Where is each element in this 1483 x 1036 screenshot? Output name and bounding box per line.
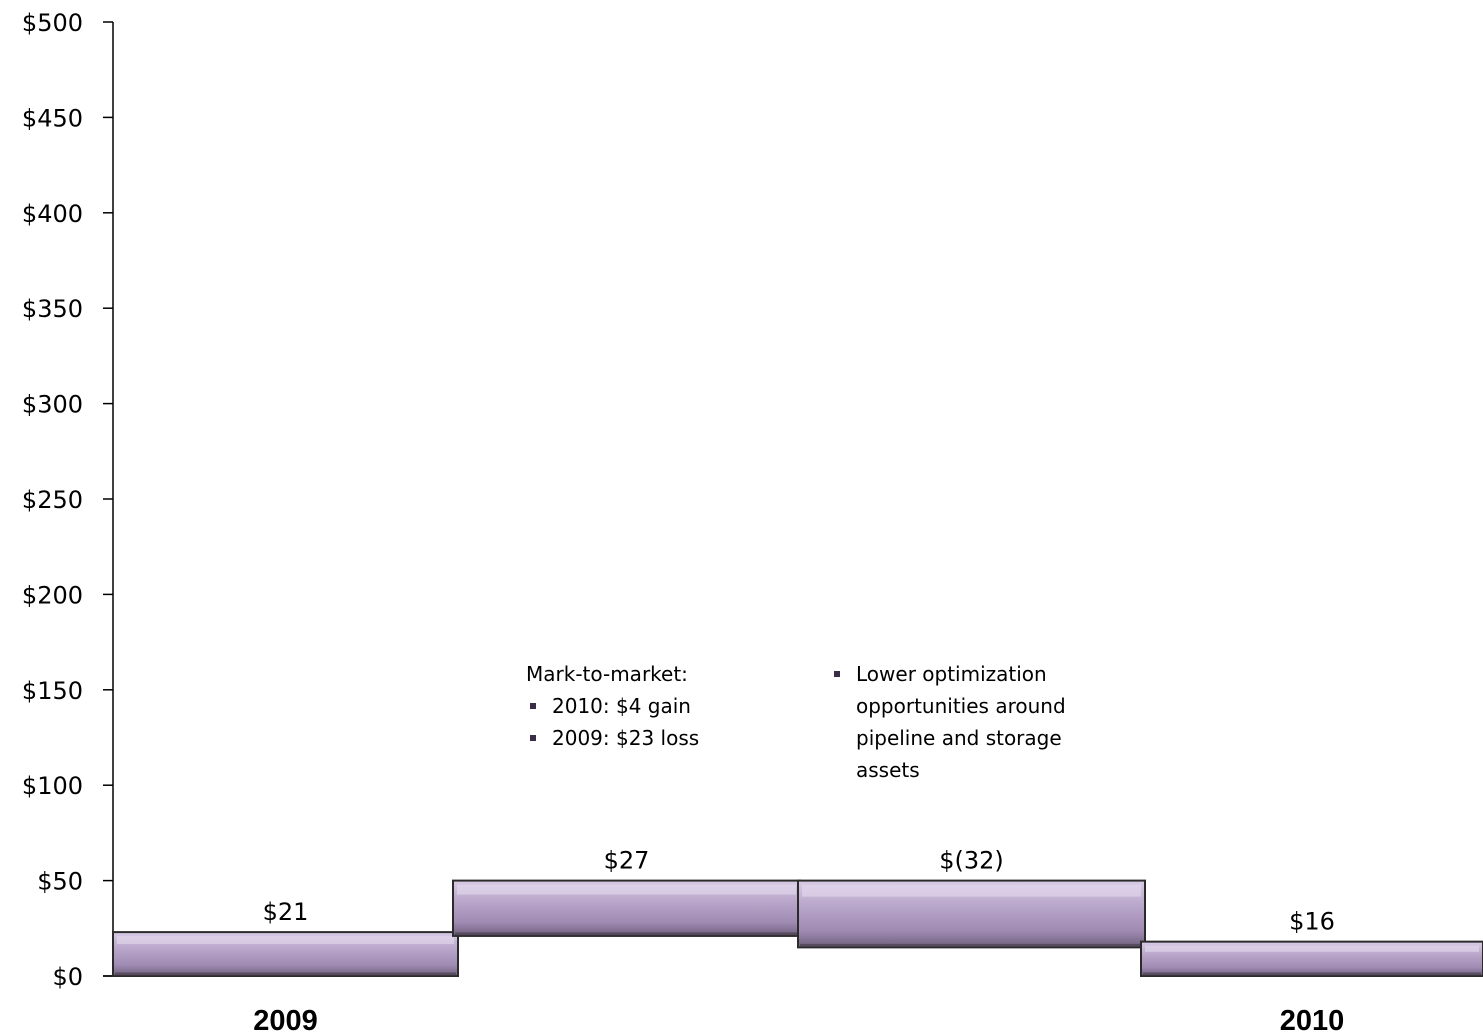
category-label: 2009 bbox=[253, 1005, 318, 1036]
y-tick-label: $450 bbox=[22, 104, 83, 132]
y-tick-label: $150 bbox=[22, 677, 83, 705]
bars-group bbox=[112, 879, 1483, 978]
y-tick-label: $200 bbox=[22, 581, 83, 609]
optimization-bullet: Lower optimization opportunities around … bbox=[830, 658, 1100, 786]
bar-value-label: $27 bbox=[604, 847, 650, 875]
y-tick-label: $0 bbox=[52, 963, 83, 991]
bar-value-label: $16 bbox=[1289, 908, 1335, 936]
y-axis: $0 $50 $100 $150 $200 $250 $300 $350 $400 $450 $50… bbox=[22, 9, 114, 991]
waterfall-bar bbox=[1140, 940, 1483, 978]
waterfall-bar bbox=[452, 879, 801, 937]
optimization-bullet-list: Lower optimization opportunities around … bbox=[830, 658, 1100, 786]
waterfall-bar bbox=[112, 931, 459, 978]
data-labels-group: $21 $27 $(32) $16 bbox=[263, 847, 1335, 936]
mtm-bullet-2009: 2009: $23 loss bbox=[526, 722, 786, 754]
mtm-bullet-list: 2010: $4 gain 2009: $23 loss bbox=[526, 690, 786, 754]
mtm-note: Mark-to-market: 2010: $4 gain 2009: $23 … bbox=[526, 658, 786, 754]
optimization-note: Lower optimization opportunities around … bbox=[830, 658, 1100, 786]
category-label: 2010 bbox=[1280, 1005, 1345, 1036]
mtm-bullet-2010: 2010: $4 gain bbox=[526, 690, 786, 722]
y-tick-label: $350 bbox=[22, 295, 83, 323]
waterfall-bar bbox=[797, 879, 1146, 949]
bar-value-label: $21 bbox=[263, 898, 309, 926]
y-tick-label: $500 bbox=[22, 9, 83, 37]
y-tick-label: $300 bbox=[22, 391, 83, 419]
y-tick-label: $250 bbox=[22, 486, 83, 514]
mtm-heading: Mark-to-market: bbox=[526, 662, 688, 686]
y-tick-label: $50 bbox=[37, 868, 83, 896]
category-labels-group: 2009 2010 bbox=[253, 1005, 1344, 1036]
y-tick-label: $400 bbox=[22, 200, 83, 228]
bar-value-label: $(32) bbox=[939, 847, 1004, 875]
y-tick-label: $100 bbox=[22, 772, 83, 800]
